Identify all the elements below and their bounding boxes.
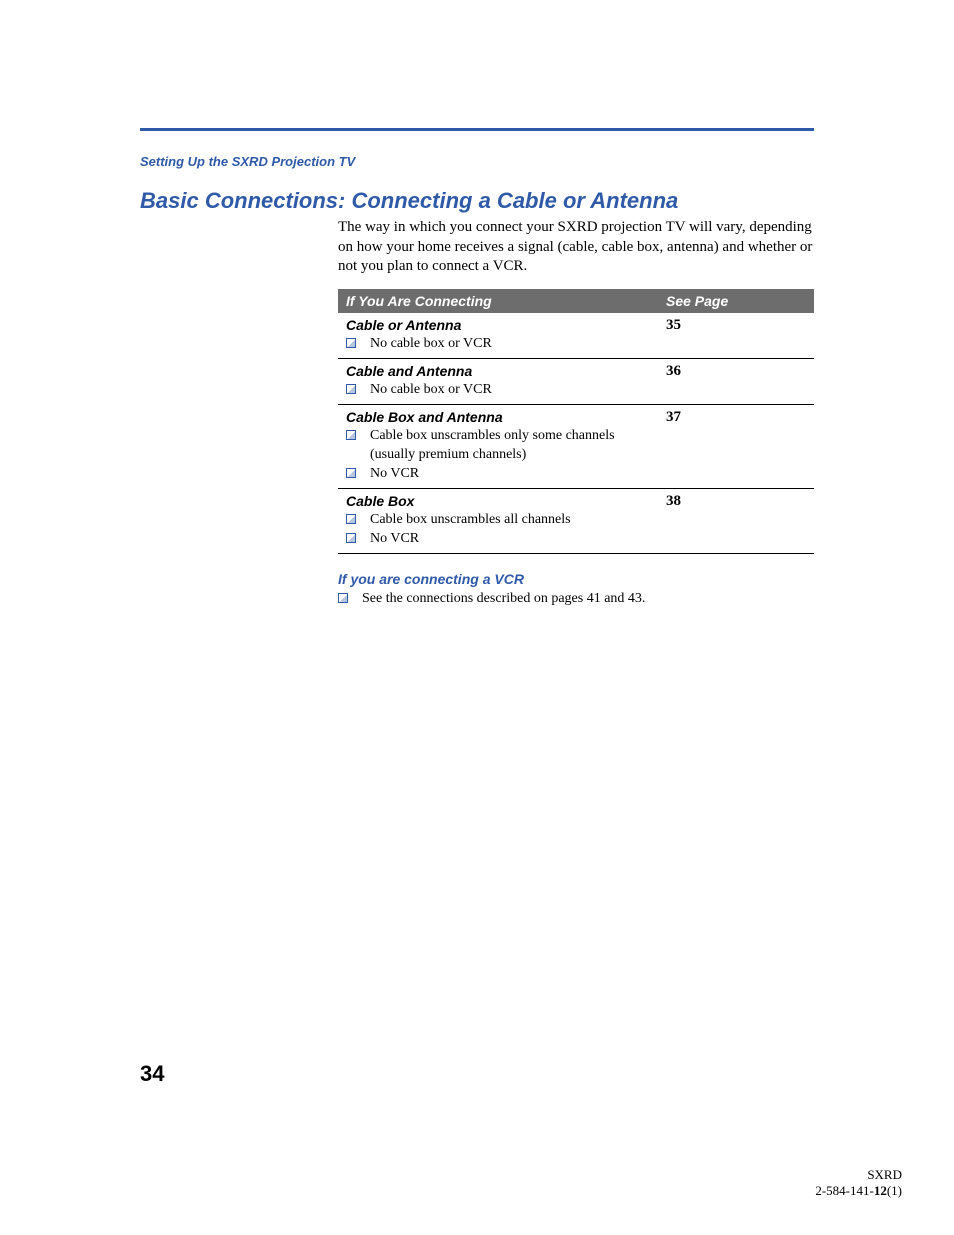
list-item: No cable box or VCR [346,335,650,354]
checkbox-icon [346,384,356,394]
table-row: Cable or Antenna No cable box or VCR 35 [338,313,814,359]
footer-line1: SXRD [815,1167,902,1183]
table-row: Cable and Antenna No cable box or VCR 36 [338,358,814,404]
col-header-page: See Page [658,289,814,313]
cell-page: 35 [658,313,814,359]
cell-description: Cable Box and Antenna Cable box unscramb… [338,404,658,488]
page-ref: 37 [666,409,681,425]
vcr-heading: If you are connecting a VCR [338,570,814,588]
footer-prefix: 2-584-141- [815,1183,874,1198]
page-number: 34 [140,1061,164,1087]
connections-table: If You Are Connecting See Page Cable or … [338,289,814,554]
cell-page: 37 [658,404,814,488]
row-title: Cable and Antenna [346,362,650,380]
list-item: No VCR [346,465,650,484]
footer: SXRD 2-584-141-12(1) [815,1167,902,1200]
bullet-text: No VCR [370,466,419,481]
bullet-text: No cable box or VCR [370,336,492,351]
checkbox-icon [346,430,356,440]
top-rule [140,128,814,131]
vcr-line: See the connections described on pages 4… [338,590,814,608]
checkbox-icon [346,514,356,524]
cell-page: 38 [658,488,814,553]
page-ref: 35 [666,317,681,333]
body-area: The way in which you connect your SXRD p… [338,218,814,608]
vcr-text: See the connections described on pages 4… [362,591,645,606]
list-item: Cable box unscrambles only some channels… [346,427,650,465]
section-label: Setting Up the SXRD Projection TV [140,154,355,169]
cell-description: Cable and Antenna No cable box or VCR [338,358,658,404]
col-header-connecting: If You Are Connecting [338,289,658,313]
checkbox-icon [346,533,356,543]
table-row: Cable Box Cable box unscrambles all chan… [338,488,814,553]
row-title: Cable Box and Antenna [346,408,650,426]
bullet-text: Cable box unscrambles only some channels… [370,428,615,462]
list-item: No cable box or VCR [346,381,650,400]
bullet-text: No cable box or VCR [370,382,492,397]
bullet-list: Cable box unscrambles only some channels… [346,427,650,484]
bullet-list: No cable box or VCR [346,381,650,400]
footer-suffix: (1) [887,1183,902,1198]
row-title: Cable or Antenna [346,316,650,334]
intro-paragraph: The way in which you connect your SXRD p… [338,218,814,277]
footer-line2: 2-584-141-12(1) [815,1183,902,1199]
cell-description: Cable Box Cable box unscrambles all chan… [338,488,658,553]
checkbox-icon [346,468,356,478]
footer-bold: 12 [874,1183,887,1198]
bullet-list: Cable box unscrambles all channels No VC… [346,511,650,549]
table-header-row: If You Are Connecting See Page [338,289,814,313]
cell-description: Cable or Antenna No cable box or VCR [338,313,658,359]
checkbox-icon [346,338,356,348]
list-item: Cable box unscrambles all channels [346,511,650,530]
bullet-text: No VCR [370,531,419,546]
page-ref: 38 [666,493,681,509]
bullet-text: Cable box unscrambles all channels [370,512,571,527]
bullet-list: No cable box or VCR [346,335,650,354]
table-row: Cable Box and Antenna Cable box unscramb… [338,404,814,488]
page-title: Basic Connections: Connecting a Cable or… [140,188,678,214]
checkbox-icon [338,593,348,603]
list-item: No VCR [346,530,650,549]
page-ref: 36 [666,363,681,379]
row-title: Cable Box [346,492,650,510]
manual-page: Setting Up the SXRD Projection TV Basic … [0,0,954,1235]
cell-page: 36 [658,358,814,404]
